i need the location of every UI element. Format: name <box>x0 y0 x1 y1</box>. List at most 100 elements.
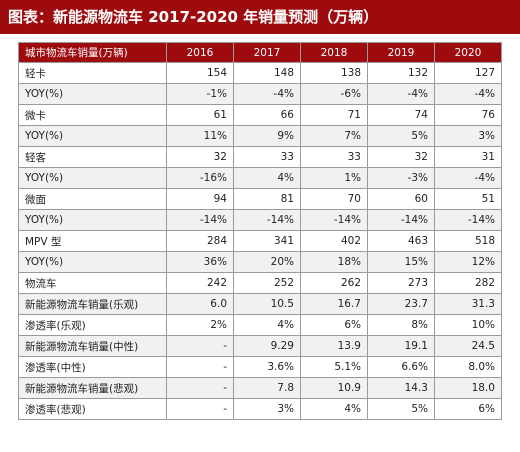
table-cell: 138 <box>300 62 368 84</box>
table-cell: 518 <box>434 230 502 252</box>
row-label: 渗透率(中性) <box>18 356 167 378</box>
table-cell: 341 <box>233 230 301 252</box>
table-cell: 11% <box>166 125 234 147</box>
row-label: 新能源物流车销量(中性) <box>18 335 167 357</box>
table-row: 渗透率(中性) -3.6% 5.1% 6.6% 8.0% <box>18 356 502 378</box>
table-cell: 18.0 <box>434 377 502 399</box>
table-cell: -14% <box>166 209 234 231</box>
table-cell: 132 <box>367 62 435 84</box>
table-cell: 61 <box>166 104 234 126</box>
table-cell: 5% <box>367 125 435 147</box>
table-cell: - <box>166 356 234 378</box>
table-cell: 32 <box>367 146 435 168</box>
row-label: 微卡 <box>18 104 167 126</box>
table-cell: 242 <box>166 272 234 294</box>
table-row: 渗透率(乐观) 2% 4% 6% 8% 10% <box>18 314 502 336</box>
sales-forecast-table: 城市物流车销量(万辆) 2016 2017 2018 2019 2020 轻卡 1… <box>18 42 502 420</box>
table-cell: -14% <box>300 209 368 231</box>
table-cell: 36% <box>166 251 234 273</box>
table-cell: 2% <box>166 314 234 336</box>
table-cell: 10% <box>434 314 502 336</box>
header-year: 2018 <box>300 42 368 63</box>
table-cell: 463 <box>367 230 435 252</box>
table-cell: 20% <box>233 251 301 273</box>
table-row: YOY(%) -14% -14% -14% -14% -14% <box>18 209 502 231</box>
table-row: 微面 94 81 70 60 51 <box>18 188 502 210</box>
table-body: 轻卡 154 148 138 132 127 YOY(%) -1% -4% -6% -4% -4% 微卡… <box>18 62 502 420</box>
table-cell: 154 <box>166 62 234 84</box>
table-cell: 31.3 <box>434 293 502 315</box>
row-label: YOY(%) <box>18 83 167 105</box>
table-cell: 14.3 <box>367 377 435 399</box>
row-label: 轻卡 <box>18 62 167 84</box>
table-row: 轻卡 154 148 138 132 127 <box>18 62 502 84</box>
table-cell: 282 <box>434 272 502 294</box>
table-cell: 3% <box>434 125 502 147</box>
table-cell: - <box>166 377 234 399</box>
table-cell: -4% <box>367 83 435 105</box>
table-cell: 284 <box>166 230 234 252</box>
table-cell: - <box>166 335 234 357</box>
table-cell: 31 <box>434 146 502 168</box>
table-cell: 70 <box>300 188 368 210</box>
table-cell: 81 <box>233 188 301 210</box>
table-cell: -4% <box>233 83 301 105</box>
table-cell: 13.9 <box>300 335 368 357</box>
table-cell: 3% <box>233 398 301 420</box>
table-cell: -4% <box>434 83 502 105</box>
table-cell: 33 <box>300 146 368 168</box>
table-cell: 16.7 <box>300 293 368 315</box>
table-cell: 4% <box>233 314 301 336</box>
table-cell: 6% <box>434 398 502 420</box>
table-cell: -1% <box>166 83 234 105</box>
table-cell: 402 <box>300 230 368 252</box>
table-cell: -16% <box>166 167 234 189</box>
row-label: 轻客 <box>18 146 167 168</box>
row-label: YOY(%) <box>18 125 167 147</box>
table-cell: -6% <box>300 83 368 105</box>
row-label: 新能源物流车销量(乐观) <box>18 293 167 315</box>
table-row: 新能源物流车销量(中性) -9.29 13.9 19.1 24.5 <box>18 335 502 357</box>
row-label: 物流车 <box>18 272 167 294</box>
table-cell: 5% <box>367 398 435 420</box>
table-row: YOY(%) 11% 9% 7% 5% 3% <box>18 125 502 147</box>
table-row: 新能源物流车销量(乐观) 6.0 10.5 16.7 23.7 31.3 <box>18 293 502 315</box>
table-cell: 74 <box>367 104 435 126</box>
table-row: MPV 型 284 341 402 463 518 <box>18 230 502 252</box>
table-cell: 94 <box>166 188 234 210</box>
table-cell: 4% <box>233 167 301 189</box>
table-cell: 10.5 <box>233 293 301 315</box>
table-row: YOY(%) -1% -4% -6% -4% -4% <box>18 83 502 105</box>
header-year: 2017 <box>233 42 301 63</box>
header-year: 2016 <box>166 42 234 63</box>
table-cell: -4% <box>434 167 502 189</box>
table-header: 城市物流车销量(万辆) 2016 2017 2018 2019 2020 <box>18 42 502 63</box>
table-cell: 9% <box>233 125 301 147</box>
table-cell: 19.1 <box>367 335 435 357</box>
table-cell: 60 <box>367 188 435 210</box>
table-cell: 51 <box>434 188 502 210</box>
row-label: 微面 <box>18 188 167 210</box>
table-cell: 5.1% <box>300 356 368 378</box>
table-cell: 10.9 <box>300 377 368 399</box>
table-cell: 252 <box>233 272 301 294</box>
table-row: YOY(%) -16% 4% 1% -3% -4% <box>18 167 502 189</box>
header-row: 城市物流车销量(万辆) 2016 2017 2018 2019 2020 <box>18 42 502 63</box>
row-label: MPV 型 <box>18 230 167 252</box>
row-label: YOY(%) <box>18 167 167 189</box>
table-cell: 262 <box>300 272 368 294</box>
table-cell: 23.7 <box>367 293 435 315</box>
row-label: YOY(%) <box>18 209 167 231</box>
table-cell: -14% <box>434 209 502 231</box>
table-cell: -3% <box>367 167 435 189</box>
table-cell: 7% <box>300 125 368 147</box>
table-row: 渗透率(悲观) -3% 4% 5% 6% <box>18 398 502 420</box>
table-cell: -14% <box>233 209 301 231</box>
table-cell: 15% <box>367 251 435 273</box>
table-cell: 273 <box>367 272 435 294</box>
table-cell: 6.6% <box>367 356 435 378</box>
table-row: 轻客 32 33 33 32 31 <box>18 146 502 168</box>
header-label: 城市物流车销量(万辆) <box>18 42 167 63</box>
table-cell: 76 <box>434 104 502 126</box>
